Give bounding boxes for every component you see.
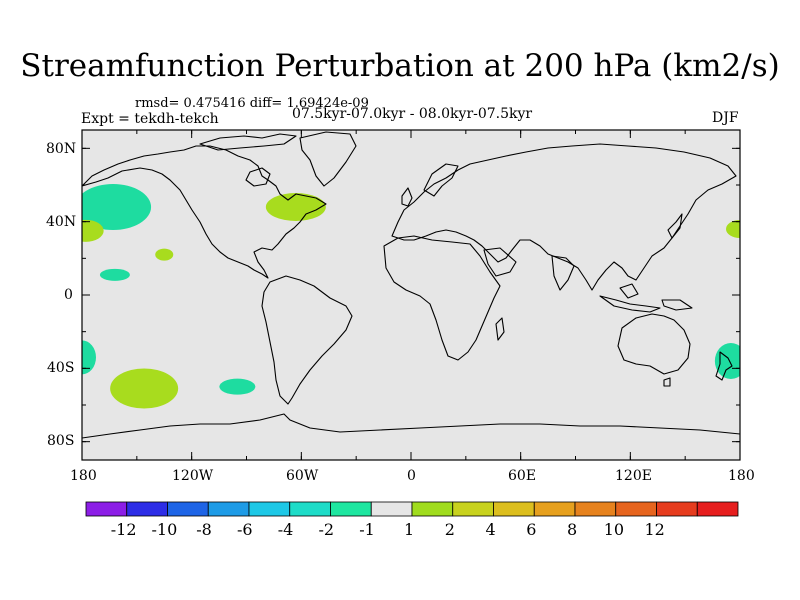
coastline-india [551, 255, 575, 291]
anomaly-contours [82, 184, 740, 409]
lon-label-180w: 180 [70, 468, 97, 484]
colorbar-label: -2 [318, 520, 335, 539]
colorbar-swatch [574, 501, 617, 517]
lat-label-80s: 80S [47, 433, 75, 449]
anomaly-region [155, 248, 174, 261]
lon-label-60e: 60E [508, 468, 537, 484]
anomaly-region [265, 193, 326, 221]
colorbar-swatch [696, 501, 739, 517]
colorbar-label: -8 [196, 520, 212, 539]
colorbar-swatch [167, 501, 209, 517]
colorbar-label: 4 [485, 520, 496, 539]
colorbar-swatch [126, 501, 168, 517]
coastline-arctic-islands [199, 133, 297, 151]
lat-label-0: 0 [64, 287, 73, 303]
anomaly-region [82, 219, 104, 242]
anomaly-region [726, 220, 740, 238]
lon-label-60w: 60W [286, 468, 319, 484]
lon-label-120e: 120E [615, 468, 652, 484]
colorbar-label: -10 [151, 520, 178, 539]
colorbar-swatch [615, 501, 657, 517]
plot-title: Streamfunction Perturbation at 200 hPa (… [20, 48, 780, 84]
anomaly-region [99, 268, 130, 281]
map-background [82, 130, 740, 460]
lon-label-120w: 120W [172, 468, 214, 484]
lon-label-180e: 180 [728, 468, 755, 484]
axis-ticks [81, 130, 741, 460]
colorbar [85, 501, 739, 517]
coastline-british-isles [401, 187, 413, 207]
coastline-indonesia [599, 295, 661, 313]
coastline-arabia [483, 247, 517, 277]
coastline-africa [383, 235, 501, 361]
coastline-antarctica [82, 413, 740, 439]
colorbar-swatch [656, 501, 698, 517]
coastline-tasmania [663, 377, 671, 387]
coastline-hudson-bay [245, 167, 271, 187]
colorbar-swatch [493, 501, 535, 517]
lon-label-0: 0 [407, 468, 416, 484]
coastline-japan [667, 213, 683, 239]
colorbar-label: 1 [404, 520, 415, 539]
colorbar-label: 8 [567, 520, 578, 539]
colorbar-label: 12 [644, 520, 665, 539]
colorbar-swatch [248, 501, 291, 517]
coastline-new-zealand [715, 351, 733, 381]
anomaly-region [82, 340, 96, 375]
anomaly-region [82, 184, 152, 230]
colorbar-label: 2 [444, 520, 455, 539]
colorbar-swatch [452, 501, 494, 517]
colorbar-label: 10 [603, 520, 625, 539]
coastline-south-america [261, 275, 353, 405]
colorbar-swatch [370, 501, 413, 517]
anomaly-region [714, 343, 740, 379]
season-label: DJF [712, 110, 739, 126]
anomaly-region [110, 368, 179, 409]
colorbar-label: -4 [277, 520, 294, 539]
anomaly-region [219, 378, 256, 395]
colorbar-label: -12 [110, 520, 137, 539]
lat-label-40n: 40N [46, 214, 77, 230]
colorbar-label: 6 [526, 520, 537, 539]
colorbar-swatch [330, 501, 372, 517]
experiment-label: Expt = tekdh-tekch [81, 111, 219, 127]
coastlines [82, 131, 740, 439]
colorbar-label: -6 [237, 520, 253, 539]
lat-label-40s: 40S [47, 360, 75, 376]
coastline-australia [617, 313, 691, 375]
coastline-eurasia [391, 143, 737, 291]
coastline-new-guinea [661, 299, 693, 311]
period-label: 07.5kyr-07.0kyr - 08.0kyr-07.5kyr [292, 106, 533, 122]
coastline-scandinavia [423, 163, 459, 197]
stats-text: rmsd= 0.475416 diff= 1.69424e-09 [135, 96, 369, 111]
colorbar-swatch [85, 501, 128, 517]
colorbar-label: -1 [359, 520, 375, 539]
colorbar-swatch [411, 501, 454, 517]
coastline-borneo [619, 283, 639, 299]
colorbar-swatch [533, 501, 576, 517]
coastline-north-america [82, 145, 327, 279]
lat-label-80n: 80N [46, 141, 77, 157]
coastline-greenland [299, 131, 357, 187]
colorbar-swatch [207, 501, 250, 517]
coastline-madagascar [495, 317, 505, 341]
colorbar-swatch [289, 501, 331, 517]
